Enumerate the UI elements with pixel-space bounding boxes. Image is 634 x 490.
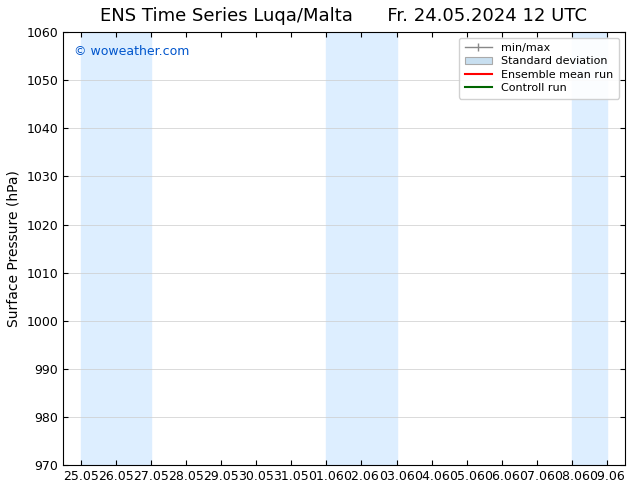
Bar	[327, 32, 396, 465]
Y-axis label: Surface Pressure (hPa): Surface Pressure (hPa)	[7, 170, 21, 327]
Legend: min/max, Standard deviation, Ensemble mean run, Controll run: min/max, Standard deviation, Ensemble me…	[459, 38, 619, 98]
Text: © woweather.com: © woweather.com	[74, 45, 190, 58]
Bar	[81, 32, 151, 465]
Bar	[572, 32, 607, 465]
Title: ENS Time Series Luqa/Malta      Fr. 24.05.2024 12 UTC: ENS Time Series Luqa/Malta Fr. 24.05.202…	[100, 7, 587, 25]
